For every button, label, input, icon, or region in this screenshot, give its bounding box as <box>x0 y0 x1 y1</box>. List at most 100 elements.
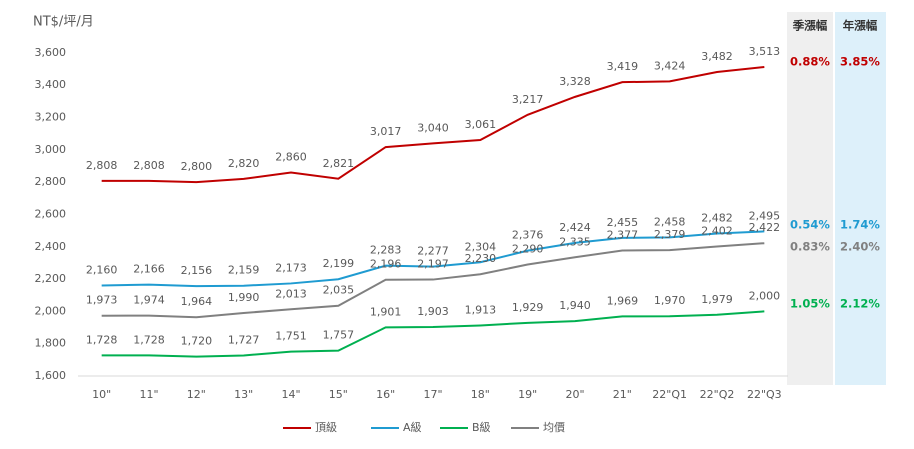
data-label: 2,197 <box>417 258 449 271</box>
data-label: 1,990 <box>228 291 260 304</box>
data-label: 2,808 <box>86 159 118 172</box>
data-label: 2,159 <box>228 264 260 277</box>
x-tick-label: 20" <box>565 388 584 401</box>
series-line <box>101 65 765 184</box>
table-header: 季漲幅 <box>792 19 828 33</box>
qoq-column-bg <box>787 12 833 385</box>
x-tick-label: 18" <box>471 388 490 401</box>
data-label: 3,513 <box>749 45 781 58</box>
x-tick-label: 14" <box>281 388 300 401</box>
data-label: 2,821 <box>323 157 355 170</box>
data-label: 1,727 <box>228 333 260 346</box>
data-label: 2,820 <box>228 157 260 170</box>
data-label: 2,035 <box>323 284 355 297</box>
data-label: 3,061 <box>465 118 497 131</box>
x-tick-label: 17" <box>423 388 442 401</box>
table-header: 年漲幅 <box>843 19 878 33</box>
data-label: 2,173 <box>275 261 307 274</box>
x-tick-label: 15" <box>329 388 348 401</box>
y-tick-label: 2,400 <box>35 240 67 253</box>
data-label: 3,482 <box>701 50 733 63</box>
data-label: 2,013 <box>275 287 307 300</box>
data-label: 2,402 <box>701 224 733 237</box>
y-tick-label: 3,400 <box>35 78 67 91</box>
data-label: 1,751 <box>275 330 307 343</box>
data-label: 2,800 <box>181 160 213 173</box>
data-label: 1,979 <box>701 293 733 306</box>
data-label: 2,290 <box>512 243 544 256</box>
data-label: 3,040 <box>417 121 449 134</box>
data-label: 2,422 <box>749 221 781 234</box>
data-label: 2,160 <box>86 264 118 277</box>
x-tick-label: 10" <box>92 388 111 401</box>
data-label: 1,970 <box>654 294 686 307</box>
table-cell: 1.05% <box>790 297 830 311</box>
x-tick-label: 19" <box>518 388 537 401</box>
data-label: 1,720 <box>181 335 213 348</box>
data-label: 2,860 <box>275 150 307 163</box>
series-line <box>101 310 765 358</box>
data-label: 1,974 <box>133 294 165 307</box>
data-label: 2,424 <box>559 221 591 234</box>
y-tick-label: 3,000 <box>35 143 67 156</box>
data-label: 1,940 <box>559 299 591 312</box>
data-label: 2,376 <box>512 229 544 242</box>
table-cell: 2.12% <box>840 297 880 311</box>
data-label: 1,913 <box>465 303 497 316</box>
data-label: 2,000 <box>749 289 781 302</box>
table-cell: 0.54% <box>790 218 830 232</box>
data-label: 2,283 <box>370 244 402 257</box>
table-cell: 3.85% <box>840 55 880 69</box>
data-label: 2,379 <box>654 228 686 241</box>
y-tick-label: 2,600 <box>35 207 67 220</box>
legend-label: A級 <box>403 421 422 434</box>
table-cell: 0.88% <box>790 55 830 69</box>
data-label: 2,377 <box>607 228 639 241</box>
data-label: 2,230 <box>465 252 497 265</box>
data-label: 2,482 <box>701 212 733 225</box>
x-tick-label: 22"Q3 <box>747 388 782 401</box>
data-label: 2,199 <box>323 257 355 270</box>
series-line <box>101 242 765 319</box>
data-label: 2,304 <box>465 240 497 253</box>
data-label: 3,419 <box>607 60 639 73</box>
data-label: 1,969 <box>607 294 639 307</box>
data-label: 1,929 <box>512 301 544 314</box>
data-label: 1,757 <box>323 329 355 342</box>
data-label: 2,335 <box>559 235 591 248</box>
data-label: 1,973 <box>86 294 118 307</box>
data-label: 2,808 <box>133 159 165 172</box>
x-tick-label: 21" <box>613 388 632 401</box>
y-tick-label: 1,600 <box>35 369 67 382</box>
y-tick-label: 1,800 <box>35 337 67 350</box>
data-label: 2,495 <box>749 209 781 222</box>
data-label: 3,017 <box>370 125 402 138</box>
x-tick-label: 12" <box>187 388 206 401</box>
series-line <box>101 230 765 288</box>
data-label: 1,964 <box>181 295 213 308</box>
data-label: 1,901 <box>370 305 402 318</box>
data-label: 2,166 <box>133 263 165 276</box>
data-label: 3,424 <box>654 59 686 72</box>
y-tick-label: 2,000 <box>35 304 67 317</box>
table-cell: 0.83% <box>790 240 830 254</box>
table-cell: 1.74% <box>840 218 880 232</box>
data-label: 1,728 <box>86 333 118 346</box>
data-label: 1,903 <box>417 305 449 318</box>
legend-label: 頂級 <box>315 421 337 434</box>
y-tick-label: 2,800 <box>35 175 67 188</box>
table-cell: 2.40% <box>840 240 880 254</box>
data-label: 2,455 <box>607 216 639 229</box>
y-tick-label: 3,600 <box>35 46 67 59</box>
data-label: 1,728 <box>133 333 165 346</box>
y-tick-label: 2,200 <box>35 272 67 285</box>
x-tick-label: 16" <box>376 388 395 401</box>
legend-label: B級 <box>472 421 491 434</box>
data-label: 3,328 <box>559 75 591 88</box>
x-tick-label: 22"Q2 <box>700 388 735 401</box>
data-label: 2,156 <box>181 264 213 277</box>
y-axis-label: NT$/坪/月 <box>33 15 94 30</box>
y-tick-label: 3,200 <box>35 111 67 124</box>
x-tick-label: 13" <box>234 388 253 401</box>
